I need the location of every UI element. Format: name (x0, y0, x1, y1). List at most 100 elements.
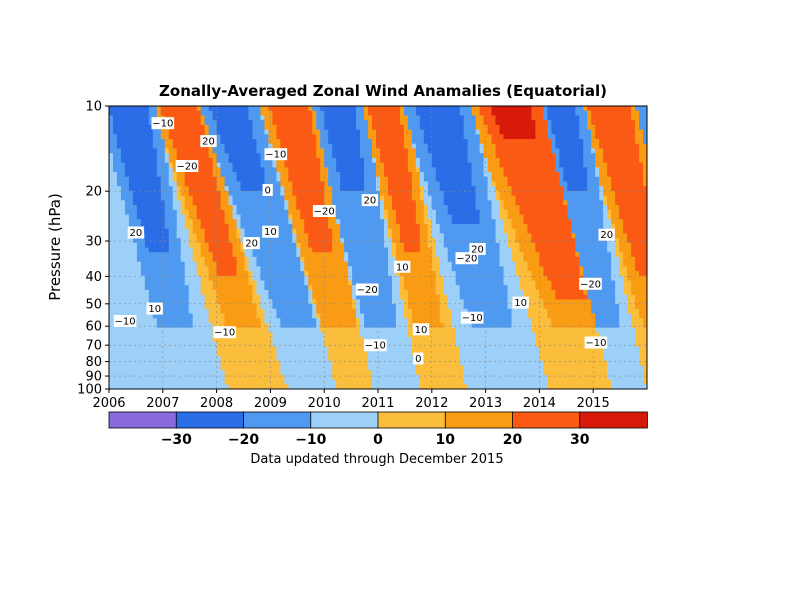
field-cell (391, 327, 397, 333)
field-cell (403, 205, 409, 211)
field-cell (344, 365, 349, 371)
field-cell (340, 360, 345, 367)
field-cell (368, 129, 373, 135)
field-cell (124, 280, 130, 286)
field-cell (352, 209, 357, 216)
field-cell (403, 148, 409, 154)
field-cell (415, 346, 421, 352)
field-cell (344, 247, 349, 253)
field-cell (144, 228, 150, 234)
field-cell (116, 157, 122, 164)
field-cell (300, 365, 305, 371)
field-cell (348, 223, 353, 230)
field-cell (192, 110, 198, 117)
field-cell (220, 261, 226, 267)
field-cell (407, 299, 413, 305)
field-cell (360, 134, 365, 140)
field-cell (224, 129, 230, 135)
field-cell (284, 266, 289, 272)
field-cell (427, 299, 433, 305)
field-cell (352, 346, 357, 352)
field-cell (188, 351, 194, 357)
field-cell (228, 252, 234, 258)
field-cell (364, 355, 369, 362)
field-cell (192, 134, 198, 140)
field-cell (312, 266, 317, 272)
field-cell (172, 162, 178, 168)
field-cell (256, 304, 262, 310)
field-cell (240, 186, 246, 192)
field-cell (268, 247, 273, 253)
field-cell (152, 190, 158, 197)
field-cell (220, 200, 226, 206)
field-cell (399, 167, 405, 173)
field-cell (296, 214, 301, 220)
field-cell (324, 327, 329, 333)
field-cell (180, 289, 186, 296)
field-cell (288, 252, 293, 258)
field-cell (372, 172, 377, 178)
field-cell (232, 200, 238, 206)
field-cell (308, 115, 313, 121)
field-cell (288, 332, 293, 338)
field-cell (336, 238, 341, 244)
field-cell (164, 247, 170, 253)
field-cell (423, 167, 429, 173)
field-cell (160, 332, 166, 338)
field-cell (312, 285, 317, 291)
field-cell (268, 346, 273, 352)
field-cell (208, 228, 214, 234)
field-cell (144, 379, 150, 385)
field-cell (200, 148, 206, 154)
field-cell (344, 228, 349, 234)
field-cell (112, 209, 118, 216)
field-cell (144, 261, 150, 267)
field-cell (176, 106, 182, 112)
field-cell (395, 129, 401, 135)
field-cell (364, 172, 369, 178)
field-cell (188, 134, 194, 140)
field-cell (320, 384, 325, 389)
field-cell (196, 304, 202, 310)
field-cell (296, 190, 301, 197)
field-cell (109, 238, 114, 244)
field-cell (168, 351, 174, 357)
field-cell (328, 115, 333, 121)
field-cell (368, 242, 373, 249)
field-cell (160, 337, 166, 343)
field-cell (128, 176, 134, 183)
field-cell (292, 256, 297, 263)
field-cell (379, 129, 385, 135)
field-cell (224, 143, 230, 150)
field-cell (411, 172, 417, 178)
field-cell (387, 266, 393, 272)
field-cell (116, 209, 122, 216)
field-cell (256, 195, 262, 201)
field-cell (324, 120, 329, 126)
field-cell (423, 209, 429, 216)
field-cell (336, 153, 341, 159)
field-cell (196, 129, 202, 135)
field-cell (324, 242, 329, 249)
field-cell (156, 153, 162, 159)
field-cell (320, 115, 325, 121)
field-cell (160, 379, 166, 385)
field-cell (212, 195, 218, 201)
field-cell (292, 304, 297, 310)
field-cell (399, 214, 405, 220)
field-cell (300, 261, 305, 267)
field-cell (308, 266, 313, 272)
field-cell (288, 322, 293, 329)
field-cell (280, 261, 285, 267)
field-cell (256, 266, 262, 272)
field-cell (216, 346, 222, 352)
field-cell (216, 275, 222, 282)
field-cell (156, 360, 162, 367)
field-cell (316, 294, 321, 300)
field-cell (383, 365, 389, 371)
field-cell (272, 120, 277, 126)
field-cell (244, 134, 250, 140)
field-cell (431, 374, 437, 381)
field-cell (184, 299, 190, 305)
field-cell (140, 318, 146, 324)
